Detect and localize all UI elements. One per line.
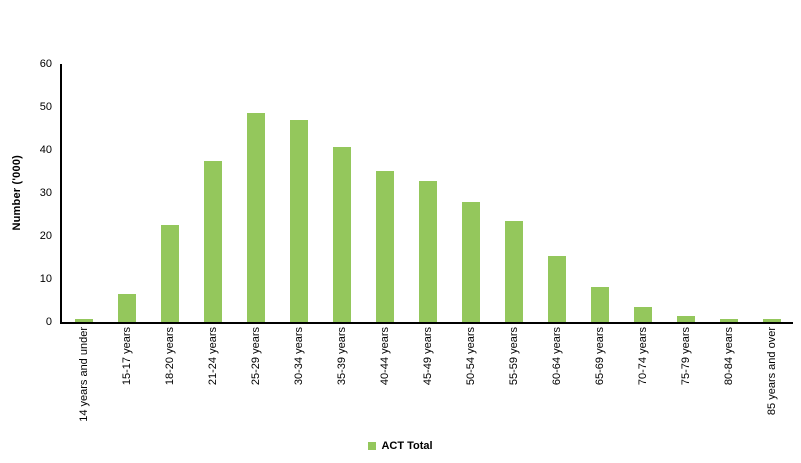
y-tick-label-0: 0 bbox=[45, 316, 52, 328]
bar-45-49-years bbox=[418, 180, 437, 322]
x-tick-slot: 21-24 years bbox=[191, 327, 234, 429]
x-tick-label: 18-20 years bbox=[163, 327, 176, 386]
bar-65-69-years bbox=[590, 287, 609, 322]
y-tick-label-60: 60 bbox=[39, 58, 52, 70]
x-tick-slot: 30-34 years bbox=[277, 327, 320, 429]
legend-series-label: ACT Total bbox=[381, 440, 433, 452]
bar-30-34-years bbox=[289, 120, 308, 322]
legend: ACT Total bbox=[0, 439, 801, 453]
x-tick-label: 80-84 years bbox=[722, 327, 735, 386]
x-tick-label: 25-29 years bbox=[249, 327, 262, 386]
x-tick-label: 30-34 years bbox=[292, 327, 305, 386]
x-tick-slot: 75-79 years bbox=[664, 327, 707, 429]
legend-color-swatch bbox=[368, 442, 377, 450]
bar-70-74-years bbox=[633, 307, 652, 322]
bar-14-years-and-under bbox=[74, 319, 93, 322]
x-tick-label: 60-64 years bbox=[550, 327, 563, 386]
y-tick-label-50: 50 bbox=[39, 101, 52, 113]
x-tick-slot: 85 years and over bbox=[750, 327, 793, 429]
bar-35-39-years bbox=[332, 147, 351, 322]
bar-21-24-years bbox=[203, 161, 222, 322]
x-tick-slot: 60-64 years bbox=[535, 327, 578, 429]
x-tick-slot: 80-84 years bbox=[707, 327, 750, 429]
bar-25-29-years bbox=[246, 113, 265, 322]
x-tick-slot: 50-54 years bbox=[449, 327, 492, 429]
x-tick-slot: 65-69 years bbox=[578, 327, 621, 429]
plot-area bbox=[60, 64, 793, 324]
x-tick-label: 75-79 years bbox=[679, 327, 692, 386]
x-tick-label: 55-59 years bbox=[507, 327, 520, 386]
x-tick-slot: 70-74 years bbox=[621, 327, 664, 429]
x-tick-label: 35-39 years bbox=[335, 327, 348, 386]
bar-75-79-years bbox=[676, 315, 695, 322]
x-tick-slot: 55-59 years bbox=[492, 327, 535, 429]
bar-55-59-years bbox=[504, 221, 523, 322]
x-tick-label: 15-17 years bbox=[120, 327, 133, 386]
bar-60-64-years bbox=[547, 255, 566, 322]
x-tick-label: 65-69 years bbox=[593, 327, 606, 386]
y-tick-label-20: 20 bbox=[39, 230, 52, 242]
x-axis-tick-labels: 14 years and under 15-17 years 18-20 years… bbox=[62, 327, 793, 429]
y-tick-label-10: 10 bbox=[39, 273, 52, 285]
x-tick-slot: 45-49 years bbox=[406, 327, 449, 429]
x-tick-slot: 15-17 years bbox=[105, 327, 148, 429]
x-tick-slot: 40-44 years bbox=[363, 327, 406, 429]
x-tick-slot: 14 years and under bbox=[62, 327, 105, 429]
bar-80-84-years bbox=[719, 318, 738, 322]
x-tick-label: 70-74 years bbox=[636, 327, 649, 386]
x-tick-slot: 18-20 years bbox=[148, 327, 191, 429]
x-tick-label: 21-24 years bbox=[206, 327, 219, 386]
y-tick-label-30: 30 bbox=[39, 187, 52, 199]
bar-18-20-years bbox=[160, 224, 179, 322]
x-tick-slot: 35-39 years bbox=[320, 327, 363, 429]
bar-85-years-and-over bbox=[762, 319, 781, 322]
bar-40-44-years bbox=[375, 171, 394, 322]
y-tick-label-40: 40 bbox=[39, 144, 52, 156]
x-tick-label: 85 years and over bbox=[765, 327, 778, 416]
bar-15-17-years bbox=[117, 294, 136, 322]
x-tick-label: 14 years and under bbox=[77, 327, 90, 422]
bar-50-54-years bbox=[461, 201, 480, 322]
x-tick-slot: 25-29 years bbox=[234, 327, 277, 429]
x-tick-label: 45-49 years bbox=[421, 327, 434, 386]
x-tick-label: 50-54 years bbox=[464, 327, 477, 386]
x-tick-label: 40-44 years bbox=[378, 327, 391, 386]
